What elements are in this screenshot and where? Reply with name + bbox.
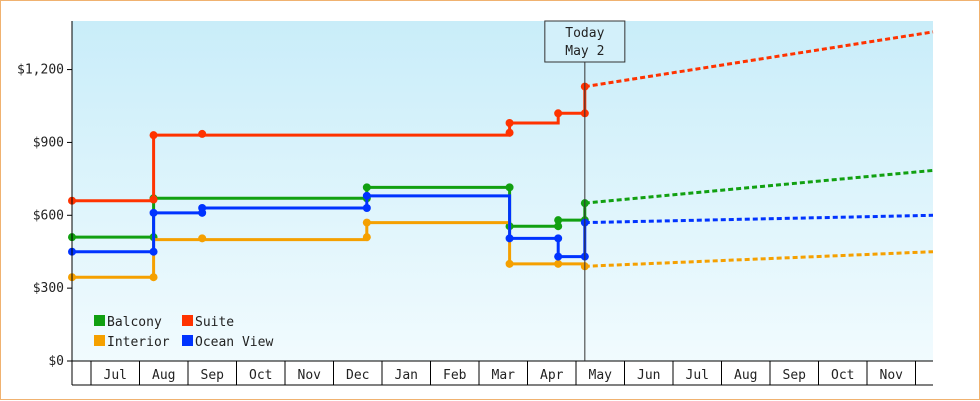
- series-data-point: [554, 109, 563, 118]
- series-data-point: [198, 204, 207, 212]
- series-data-point: [505, 119, 514, 127]
- x-tick-label: Jul: [104, 368, 127, 383]
- series-data-point: [362, 183, 371, 192]
- x-tick-label: May: [589, 368, 613, 383]
- today-callout-title: Today: [565, 26, 604, 41]
- series-forecast-line: [584, 30, 934, 89]
- x-tick-label: Oct: [831, 368, 854, 383]
- series-data-point: [554, 252, 563, 261]
- legend-label: Suite: [195, 315, 234, 330]
- series-data-point: [554, 259, 563, 268]
- series-data-point: [198, 129, 207, 138]
- series-forecast-line: [584, 168, 934, 205]
- series-data-point: [149, 273, 158, 282]
- y-tick-label: $900: [33, 135, 64, 150]
- series-data-point: [149, 131, 158, 140]
- y-tick-label: $300: [33, 281, 64, 296]
- series-data-point: [149, 247, 158, 256]
- series-data-point: [505, 234, 514, 243]
- series-data-point: [505, 128, 514, 137]
- series-data-point: [554, 234, 563, 243]
- today-callout-date: May 2: [565, 44, 604, 59]
- legend-label: Ocean View: [195, 335, 273, 350]
- series-suite: [68, 30, 934, 205]
- series-data-point: [362, 204, 371, 212]
- legend-swatch: [94, 335, 105, 346]
- x-tick-label: Nov: [298, 368, 322, 383]
- y-tick-label: $0: [48, 354, 64, 369]
- legend-swatch: [182, 315, 193, 326]
- x-tick-label: Jan: [395, 368, 418, 383]
- series-data-point: [362, 191, 371, 200]
- legend-swatch: [94, 315, 105, 326]
- x-tick-label: Mar: [492, 368, 516, 383]
- x-tick-label: Feb: [443, 368, 467, 383]
- x-tick-label: Dec: [346, 368, 369, 383]
- today-callout-box: [544, 20, 626, 63]
- x-tick-label: Oct: [249, 368, 272, 383]
- series-data-point: [149, 208, 158, 217]
- x-tick-label: Apr: [540, 368, 564, 383]
- x-tick-label: Jun: [637, 368, 660, 383]
- legend-label: Interior: [107, 335, 170, 350]
- series-forecast-line: [584, 213, 934, 225]
- legend-label: Balcony: [107, 315, 162, 330]
- series-forecast-line: [584, 250, 934, 268]
- series-interior: [68, 218, 934, 282]
- series-data-point: [505, 183, 514, 192]
- legend-swatch: [182, 335, 193, 346]
- series-data-point: [554, 222, 563, 231]
- y-tick-label: $1,200: [17, 63, 64, 78]
- series-data-point: [505, 259, 514, 268]
- series-data-point: [149, 195, 158, 204]
- series-data-point: [362, 218, 371, 227]
- x-tick-label: Nov: [880, 368, 904, 383]
- x-tick-label: Aug: [152, 368, 175, 383]
- series-data-point: [198, 234, 207, 243]
- series-data-point: [362, 233, 371, 242]
- y-tick-label: $600: [33, 208, 64, 223]
- x-tick-label: Sep: [201, 368, 225, 383]
- x-tick-label: Jul: [686, 368, 709, 383]
- series-data-point: [554, 216, 563, 225]
- plot-background: [72, 21, 933, 361]
- x-tick-label: Aug: [734, 368, 757, 383]
- x-tick-label: Sep: [783, 368, 807, 383]
